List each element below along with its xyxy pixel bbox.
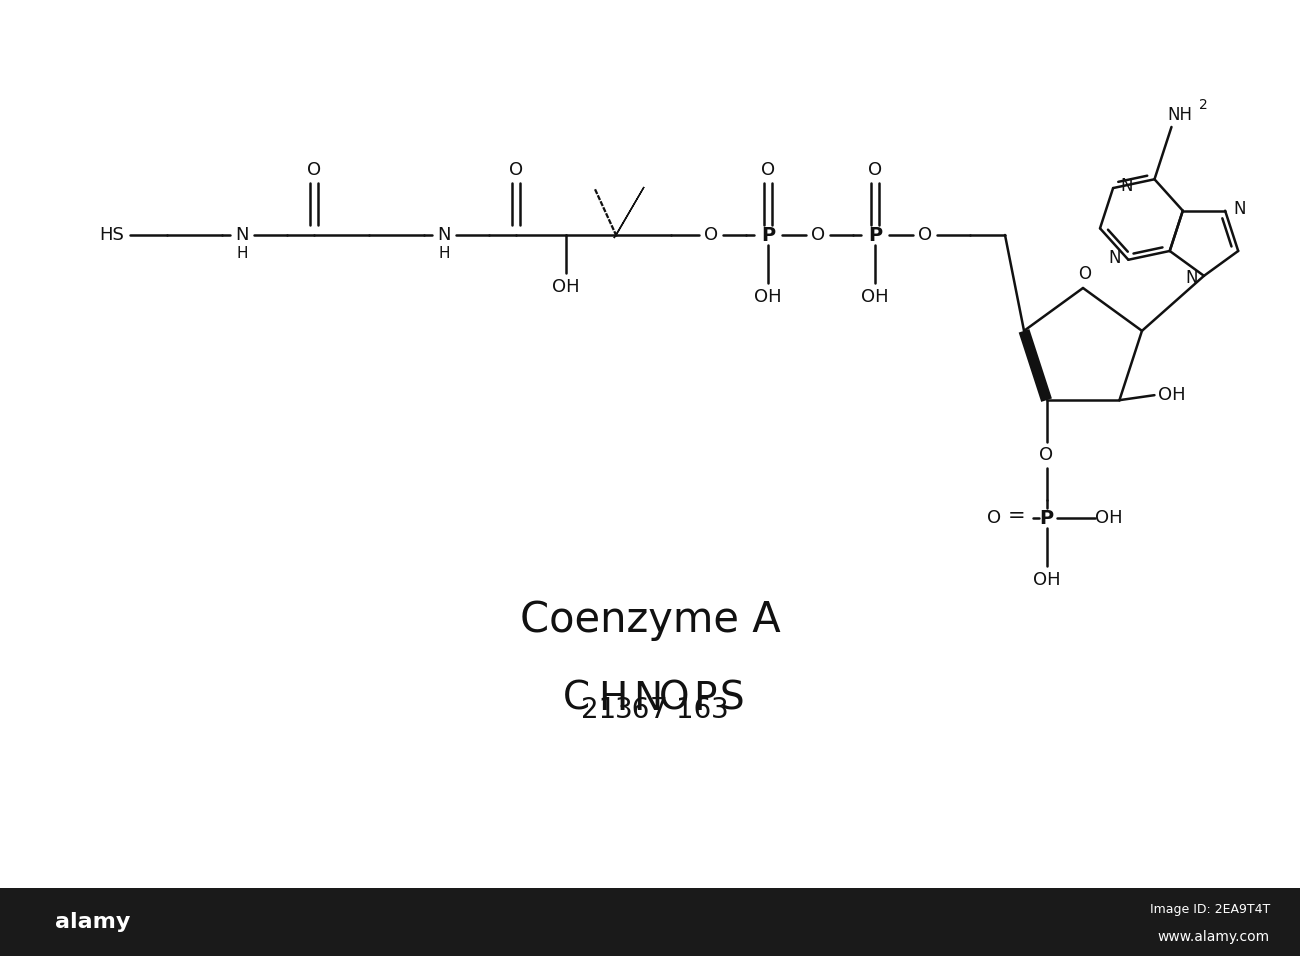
Text: OH: OH [861,288,889,306]
Text: N: N [235,226,248,244]
Polygon shape [614,187,644,238]
Text: O: O [988,510,1001,527]
Text: O: O [703,226,718,244]
Text: Image ID: 2EA9T4T: Image ID: 2EA9T4T [1149,903,1270,916]
Text: O: O [508,161,523,179]
Text: HS: HS [100,226,125,244]
Text: P: P [868,226,883,245]
Text: N: N [1232,200,1245,218]
Text: C: C [563,680,590,718]
Text: OH: OH [1032,571,1061,589]
Text: OH: OH [1095,510,1122,527]
Text: 16: 16 [676,696,711,724]
Text: Coenzyme A: Coenzyme A [520,599,780,641]
Text: O: O [918,226,932,244]
Text: N: N [1121,177,1134,195]
Text: H: H [598,680,628,718]
Text: O: O [760,161,775,179]
Text: O: O [868,161,883,179]
Text: 21: 21 [581,696,616,724]
Text: O: O [307,161,321,179]
Text: 3: 3 [711,696,728,724]
Text: O: O [659,680,689,718]
Text: =: = [1008,506,1026,526]
Text: O: O [811,226,826,244]
Text: alamy: alamy [55,912,130,932]
Text: OH: OH [754,288,781,306]
Text: P: P [760,226,775,245]
Text: 2: 2 [1199,98,1208,112]
Text: N: N [1108,249,1121,267]
Text: N: N [437,226,451,244]
Text: H: H [438,246,450,260]
Text: O: O [1079,265,1092,283]
Text: 7: 7 [650,696,668,724]
Text: OH: OH [1157,386,1186,404]
Text: NH: NH [1167,106,1192,124]
Text: P: P [1040,509,1053,528]
Text: P: P [693,680,716,718]
Text: www.alamy.com: www.alamy.com [1158,930,1270,944]
Text: OH: OH [552,278,580,296]
Text: N: N [633,680,662,718]
Text: H: H [237,246,248,260]
Text: S: S [719,680,744,718]
Bar [0,888,1300,956]
Text: 36: 36 [615,696,651,724]
Text: O: O [1040,446,1053,465]
Text: N: N [1186,269,1199,287]
